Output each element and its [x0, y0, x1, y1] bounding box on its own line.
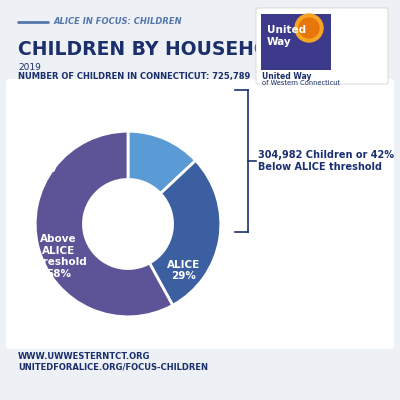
Text: United Way: United Way	[262, 72, 312, 81]
Text: ALICE IN FOCUS: CHILDREN: ALICE IN FOCUS: CHILDREN	[54, 18, 183, 26]
FancyBboxPatch shape	[6, 79, 394, 349]
FancyBboxPatch shape	[261, 14, 331, 70]
Circle shape	[295, 14, 323, 42]
Text: 304,982 Children or 42%
Below ALICE threshold: 304,982 Children or 42% Below ALICE thre…	[258, 150, 394, 172]
Text: Above
ALICE
Threshold
58%: Above ALICE Threshold 58%	[29, 234, 88, 279]
Text: United: United	[267, 25, 306, 35]
FancyBboxPatch shape	[256, 8, 388, 84]
Text: WWW.UWWESTERNTCT.ORG: WWW.UWWESTERNTCT.ORG	[18, 352, 150, 361]
Wedge shape	[128, 131, 196, 194]
Text: ALICE
29%: ALICE 29%	[167, 260, 200, 281]
Text: UNITEDFORALICE.ORG/FOCUS-CHILDREN: UNITEDFORALICE.ORG/FOCUS-CHILDREN	[18, 362, 208, 371]
Text: NUMBER OF CHILDREN IN CONNECTICUT: 725,789: NUMBER OF CHILDREN IN CONNECTICUT: 725,7…	[18, 72, 250, 81]
Wedge shape	[35, 131, 173, 317]
Text: Way: Way	[267, 37, 292, 47]
Text: CHILDREN BY HOUSEHOLD, CT: CHILDREN BY HOUSEHOLD, CT	[18, 40, 338, 59]
Wedge shape	[150, 160, 221, 305]
Text: of Western Connecticut: of Western Connecticut	[262, 80, 340, 86]
Text: Poverty
13%: Poverty 13%	[12, 162, 58, 184]
Circle shape	[299, 18, 319, 38]
Text: 2019: 2019	[18, 63, 41, 72]
